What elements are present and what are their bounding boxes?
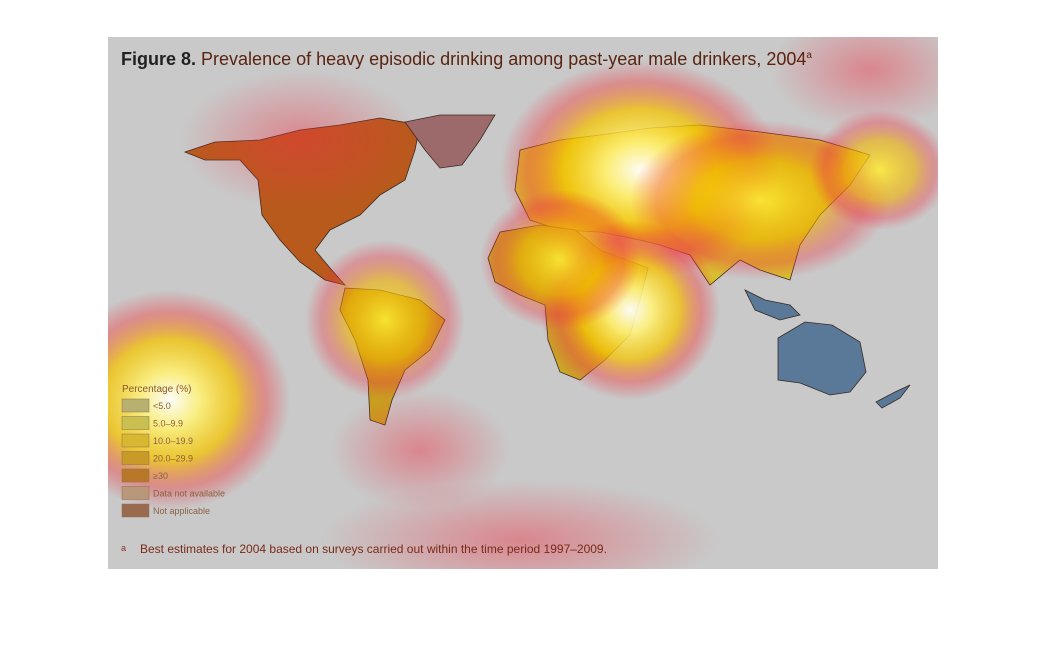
heatmap <box>108 37 938 569</box>
legend-swatch <box>121 503 150 518</box>
legend-label: 10.0–19.9 <box>153 436 193 446</box>
footnote: Best estimates for 2004 based on surveys… <box>140 542 607 556</box>
legend-swatch <box>121 468 150 483</box>
footnote-marker: a <box>121 543 126 553</box>
figure-label: Figure 8. <box>121 49 196 69</box>
title-note: a <box>806 50 812 61</box>
legend: Percentage (%) <5.0 5.0–9.9 10.0–19.9 20.0–… <box>121 384 225 518</box>
legend-label: 20.0–29.9 <box>153 454 193 464</box>
legend-swatch <box>121 433 150 448</box>
legend-swatch <box>121 486 150 500</box>
legend-swatch <box>121 416 150 430</box>
title: Figure 8. Prevalence of heavy episodic d… <box>121 49 812 69</box>
legend-swatch <box>121 398 150 413</box>
legend-swatch <box>121 451 150 465</box>
title-text: Prevalence of heavy episodic drinking am… <box>201 49 806 69</box>
legend-label: Not applicable <box>153 506 210 516</box>
map <box>108 37 938 569</box>
legend-label: 5.0–9.9 <box>153 419 183 429</box>
legend-label: <5.0 <box>153 401 171 411</box>
legend-title: Percentage (%) <box>122 384 191 395</box>
legend-label: Data not available <box>153 489 225 499</box>
legend-label: ≥30 <box>153 471 168 481</box>
